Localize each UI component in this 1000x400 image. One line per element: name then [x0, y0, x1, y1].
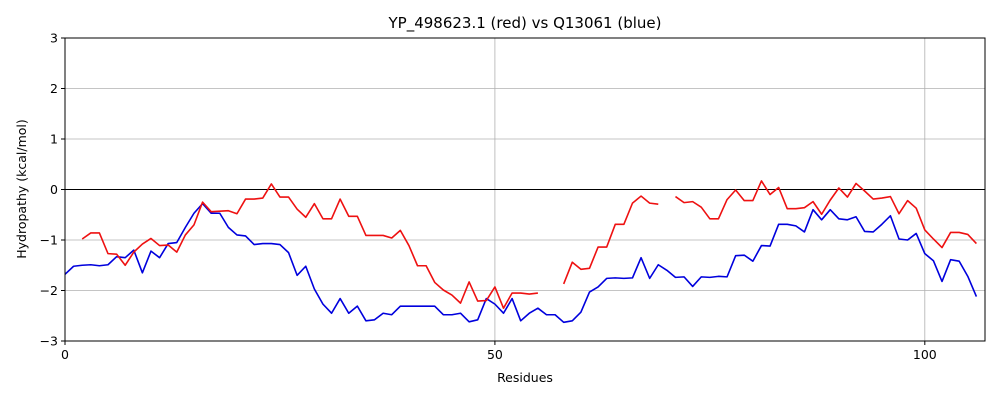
- series-0-line: [64, 202, 978, 324]
- y-tick-label: −2: [40, 283, 58, 298]
- x-tick-label: 50: [487, 347, 503, 362]
- y-tick-label: 1: [50, 132, 58, 147]
- series-1-line: [562, 195, 659, 285]
- y-tick-label: −1: [40, 233, 58, 248]
- ticks: 0 50 100 −3 −2 −1 0 1 2 3: [40, 31, 937, 363]
- y-tick-label: −3: [40, 334, 58, 349]
- y-axis-label: Hydropathy (kcal/mol): [14, 119, 29, 259]
- x-tick-label: 100: [913, 347, 937, 362]
- y-tick-label: 2: [50, 81, 58, 96]
- series-1-line: [675, 180, 977, 249]
- series-1-line: [81, 183, 538, 309]
- chart-title: YP_498623.1 (red) vs Q13061 (blue): [388, 14, 662, 33]
- x-axis-label: Residues: [497, 370, 553, 385]
- y-tick-label: 0: [50, 182, 58, 197]
- y-tick-label: 3: [50, 31, 58, 46]
- series-layer: [64, 180, 978, 324]
- x-tick-label: 0: [61, 347, 69, 362]
